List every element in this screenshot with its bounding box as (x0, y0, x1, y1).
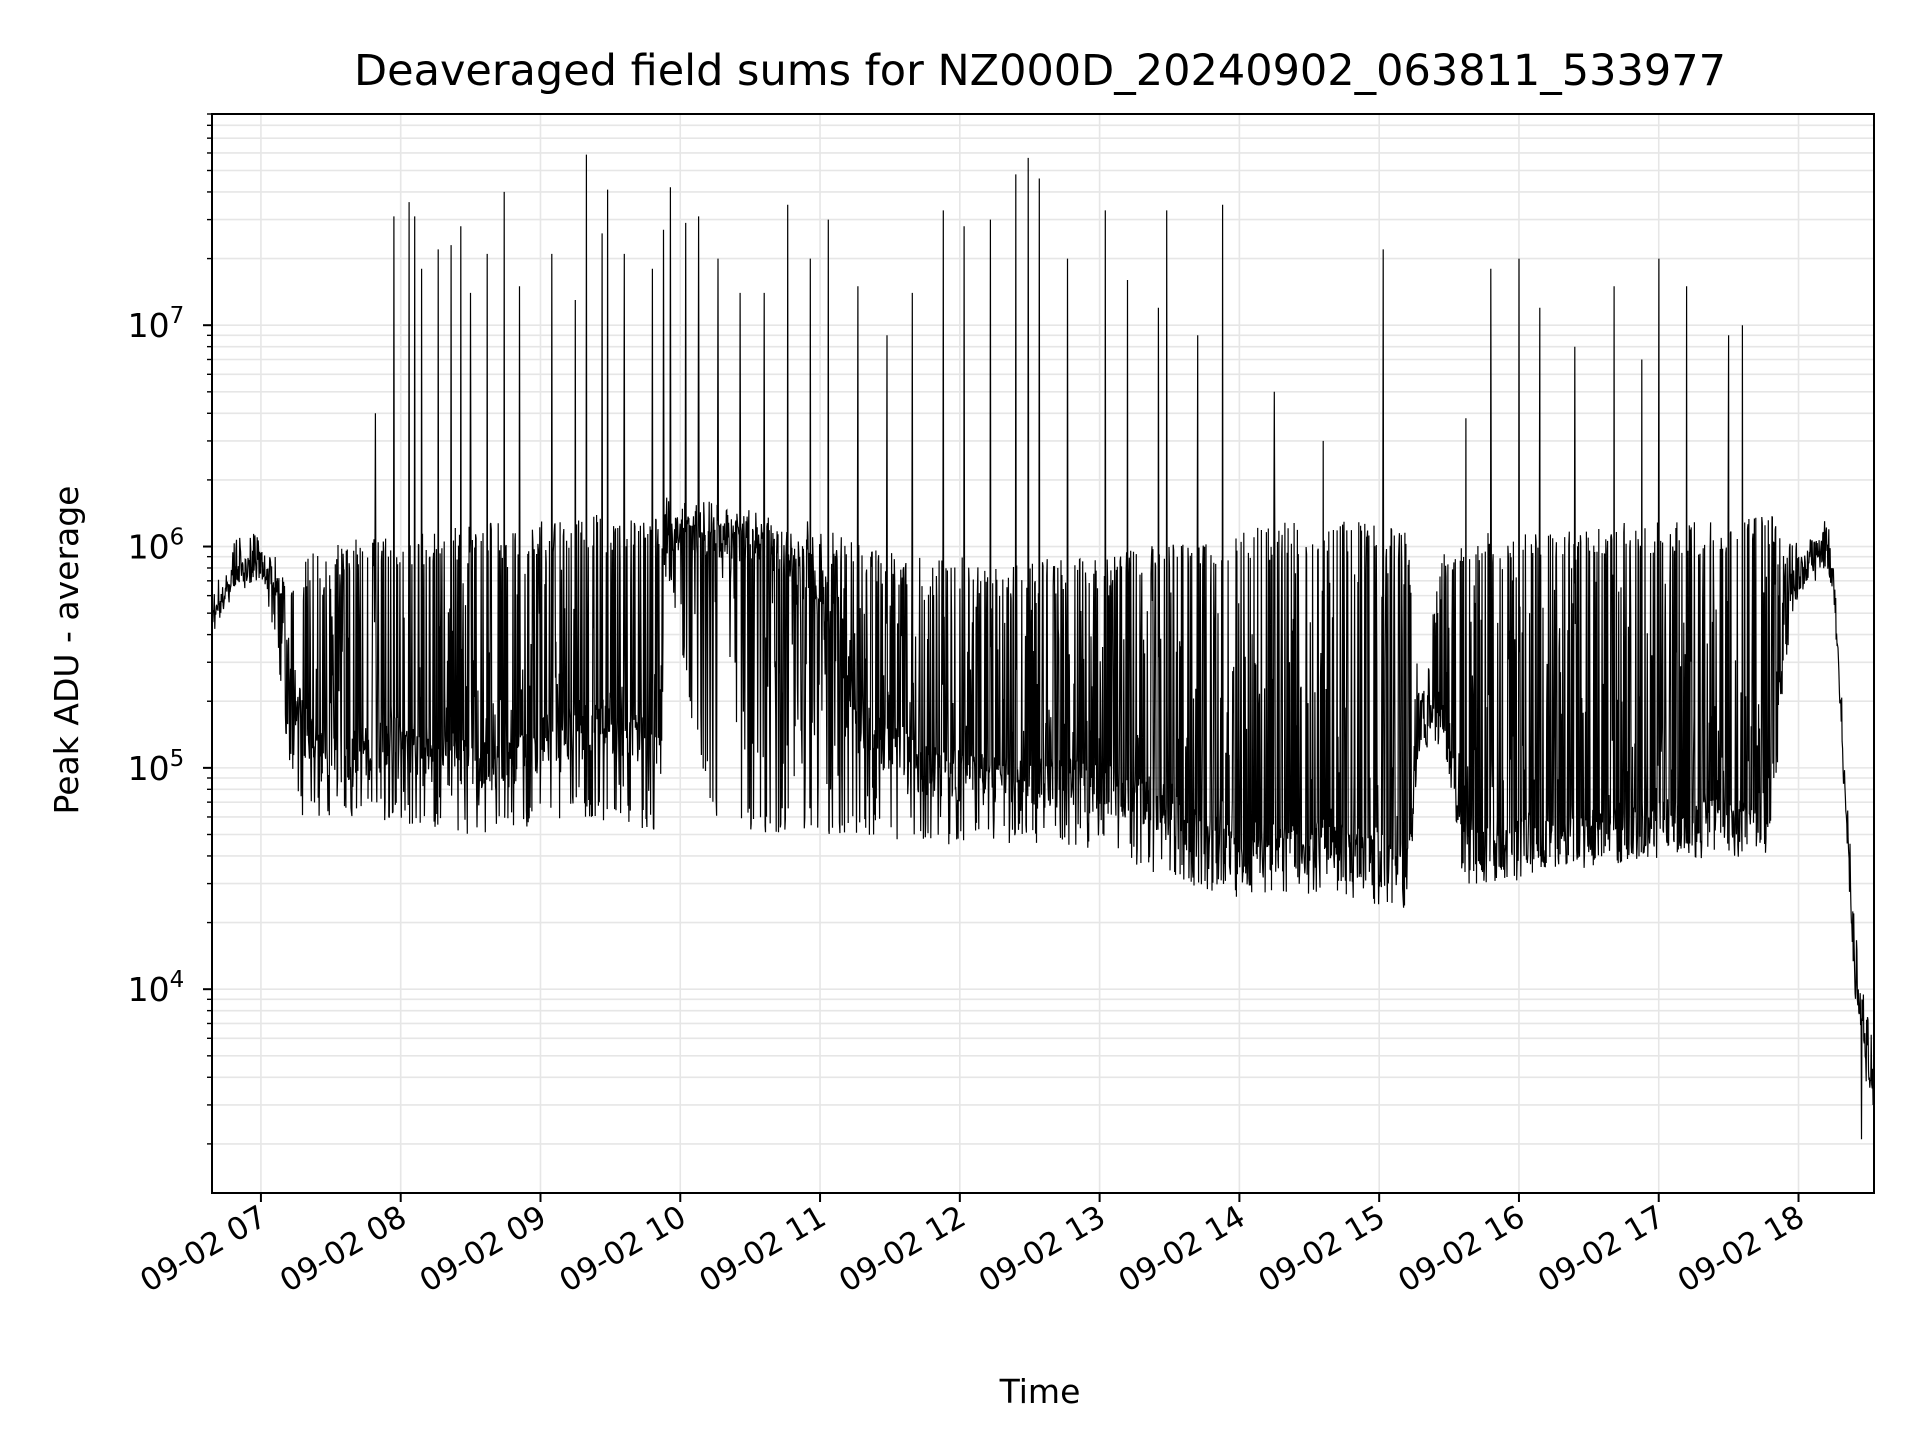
y-tick-label-base: 10 (128, 749, 170, 788)
y-axis-label: Peak ADU - average (47, 486, 86, 815)
y-tick-label-base: 10 (128, 970, 170, 1009)
chart-title: Deaveraged field sums for NZ000D_2024090… (354, 46, 1726, 96)
data-series (211, 154, 1875, 1140)
y-tick-label-base: 10 (128, 528, 170, 567)
y-tick-label: 107 (128, 303, 185, 345)
x-axis-label: Time (999, 1372, 1081, 1411)
y-tick-label-exponent: 5 (170, 746, 185, 772)
y-tick-label-exponent: 6 (170, 525, 185, 551)
y-tick-label-exponent: 7 (170, 303, 185, 329)
y-tick-label-base: 10 (128, 306, 170, 345)
y-tick-label: 106 (128, 525, 185, 567)
series-line (211, 154, 1875, 1140)
y-tick-label: 105 (128, 746, 185, 788)
plot-frame (211, 113, 1875, 1194)
y-tick-label: 104 (128, 967, 185, 1009)
y-tick-label-exponent: 4 (170, 967, 185, 993)
